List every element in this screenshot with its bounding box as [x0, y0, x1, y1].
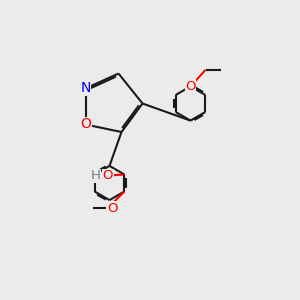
Text: O: O — [80, 118, 91, 131]
Text: O: O — [103, 169, 113, 182]
Text: H: H — [91, 169, 101, 182]
Text: O: O — [185, 80, 196, 93]
Text: N: N — [80, 82, 91, 95]
Text: O: O — [107, 202, 118, 214]
